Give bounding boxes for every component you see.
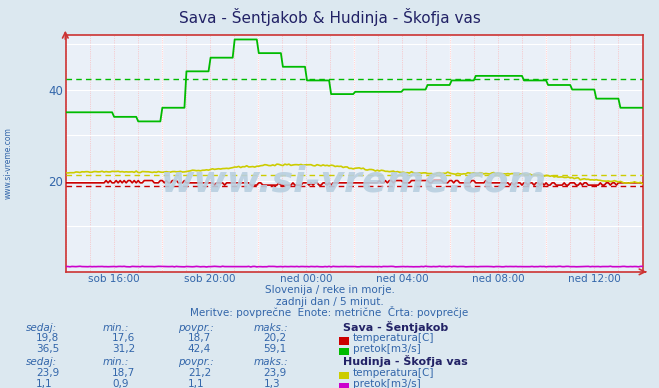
Text: 59,1: 59,1: [264, 344, 287, 354]
Text: 1,3: 1,3: [264, 379, 280, 388]
Text: 21,2: 21,2: [188, 368, 211, 378]
Text: pretok[m3/s]: pretok[m3/s]: [353, 379, 420, 388]
Text: 1,1: 1,1: [188, 379, 204, 388]
Text: Meritve: povprečne  Enote: metrične  Črta: povprečje: Meritve: povprečne Enote: metrične Črta:…: [190, 306, 469, 318]
Text: temperatura[C]: temperatura[C]: [353, 368, 434, 378]
Text: 20,2: 20,2: [264, 333, 287, 343]
Text: Hudinja - Škofja vas: Hudinja - Škofja vas: [343, 355, 467, 367]
Text: www.si-vreme.com: www.si-vreme.com: [3, 127, 13, 199]
Text: 23,9: 23,9: [264, 368, 287, 378]
Text: temperatura[C]: temperatura[C]: [353, 333, 434, 343]
Text: 23,9: 23,9: [36, 368, 59, 378]
Text: 18,7: 18,7: [188, 333, 211, 343]
Text: 19,8: 19,8: [36, 333, 59, 343]
Text: 42,4: 42,4: [188, 344, 211, 354]
Text: min.:: min.:: [102, 322, 129, 333]
Text: sedaj:: sedaj:: [26, 322, 57, 333]
Text: Sava - Šentjakob: Sava - Šentjakob: [343, 320, 448, 333]
Text: maks.:: maks.:: [254, 357, 289, 367]
Text: sedaj:: sedaj:: [26, 357, 57, 367]
Text: zadnji dan / 5 minut.: zadnji dan / 5 minut.: [275, 296, 384, 307]
Text: min.:: min.:: [102, 357, 129, 367]
Text: 36,5: 36,5: [36, 344, 59, 354]
Text: pretok[m3/s]: pretok[m3/s]: [353, 344, 420, 354]
Text: 31,2: 31,2: [112, 344, 135, 354]
Text: 17,6: 17,6: [112, 333, 135, 343]
Text: maks.:: maks.:: [254, 322, 289, 333]
Text: povpr.:: povpr.:: [178, 322, 214, 333]
Text: 0,9: 0,9: [112, 379, 129, 388]
Text: 1,1: 1,1: [36, 379, 53, 388]
Text: Sava - Šentjakob & Hudinja - Škofja vas: Sava - Šentjakob & Hudinja - Škofja vas: [179, 9, 480, 26]
Text: 18,7: 18,7: [112, 368, 135, 378]
Text: www.si-vreme.com: www.si-vreme.com: [161, 165, 547, 199]
Text: povpr.:: povpr.:: [178, 357, 214, 367]
Text: Slovenija / reke in morje.: Slovenija / reke in morje.: [264, 285, 395, 295]
